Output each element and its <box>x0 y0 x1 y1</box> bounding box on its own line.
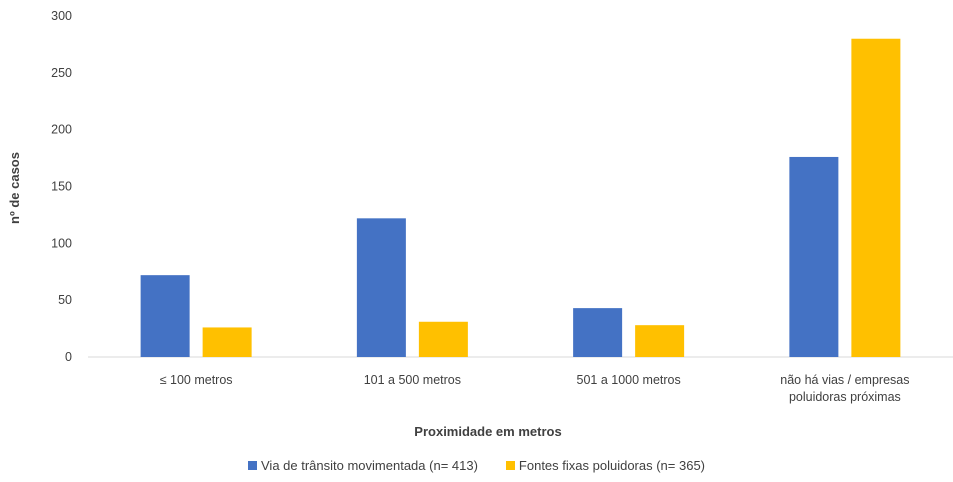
y-tick-label: 0 <box>65 350 72 364</box>
legend-swatch-series-1 <box>248 461 257 470</box>
bar-series-1-cat-4 <box>789 156 839 357</box>
x-axis-ticks: ≤ 100 metros 101 a 500 metros 501 a 1000 m… <box>160 373 910 404</box>
legend-item-series-1: Via de trânsito movimentada (n= 413) <box>248 458 478 473</box>
bar-series-1-cat-2 <box>356 218 406 357</box>
bar-series-2-cat-4 <box>851 38 901 357</box>
y-axis-ticks: 0 50 100 150 200 250 300 <box>51 9 72 364</box>
bar-series-2-cat-3 <box>635 325 685 357</box>
bars <box>140 38 901 357</box>
x-axis-title: Proximidade em metros <box>414 424 561 439</box>
bar-series-2-cat-1 <box>202 327 252 357</box>
bar-series-1-cat-1 <box>140 275 190 357</box>
y-tick-label: 300 <box>51 9 72 23</box>
legend-label-series-2: Fontes fixas poluidoras (n= 365) <box>518 458 705 473</box>
y-tick-label: 250 <box>51 66 72 80</box>
y-tick-label: 150 <box>51 180 72 194</box>
y-tick-label: 100 <box>51 236 72 250</box>
legend-label-series-1: Via de trânsito movimentada (n= 413) <box>261 458 478 473</box>
legend: Via de trânsito movimentada (n= 413) Fon… <box>0 458 953 473</box>
x-tick-label: não há vias / empresas poluidoras próxima… <box>780 373 909 404</box>
x-tick-label: 101 a 500 metros <box>364 373 461 387</box>
y-tick-label: 50 <box>58 293 72 307</box>
legend-swatch-series-2 <box>505 461 515 470</box>
x-tick-label: ≤ 100 metros <box>160 373 233 387</box>
bar-series-2-cat-2 <box>418 321 468 357</box>
legend-item-series-2: Fontes fixas poluidoras (n= 365) <box>505 458 705 473</box>
y-tick-label: 200 <box>51 123 72 137</box>
x-tick-label: 501 a 1000 metros <box>577 373 681 387</box>
bar-series-1-cat-3 <box>573 308 623 357</box>
y-axis-title: nº de casos <box>7 152 22 224</box>
